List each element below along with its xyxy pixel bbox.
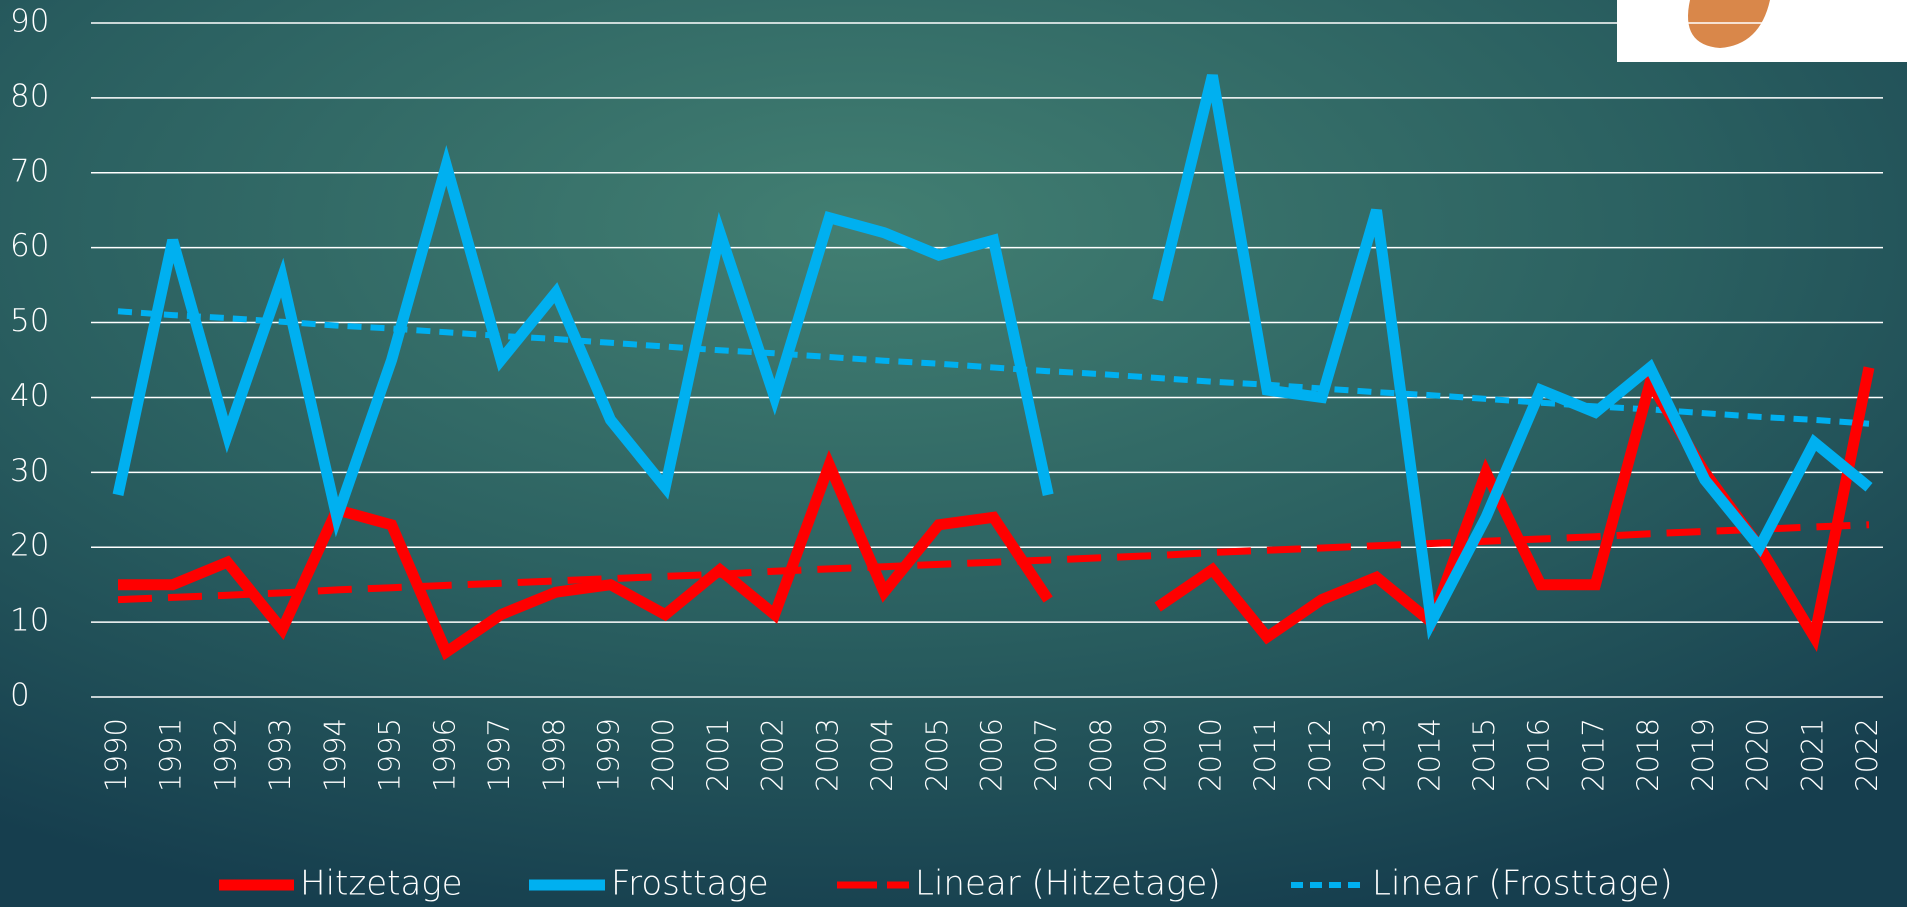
x-tick-label: 1991	[154, 718, 188, 792]
x-tick-label: 2012	[1303, 718, 1337, 792]
y-tick-label: 0	[10, 678, 30, 714]
x-tick-label: 1995	[373, 718, 407, 792]
x-tick-label: 2015	[1467, 718, 1501, 792]
x-tick-label: 1994	[318, 718, 352, 792]
x-tick-label: 2010	[1193, 718, 1227, 792]
legend-label: Frosttage	[611, 864, 769, 904]
x-tick-label: 2009	[1139, 718, 1173, 792]
x-tick-label: 2013	[1358, 718, 1392, 792]
x-tick-label: 2018	[1631, 718, 1665, 792]
x-tick-label: 2014	[1412, 718, 1446, 792]
y-tick-label: 20	[10, 528, 49, 564]
x-tick-label: 2004	[865, 718, 899, 792]
x-tick-label: 2002	[756, 718, 790, 792]
logo-mark	[1688, 0, 1770, 48]
x-tick-label: 2019	[1686, 718, 1720, 792]
x-tick-label: 2003	[810, 718, 844, 792]
x-tick-label: 2008	[1084, 718, 1118, 792]
x-tick-label: 2022	[1850, 718, 1884, 792]
y-tick-label: 40	[10, 378, 49, 414]
y-tick-label: 30	[10, 453, 49, 489]
y-tick-label: 60	[10, 228, 49, 264]
series-line	[117, 521, 1870, 604]
y-tick-label: 80	[10, 78, 49, 114]
x-tick-label: 1997	[482, 718, 516, 792]
x-tick-label: 2021	[1795, 718, 1829, 792]
series-line	[112, 74, 1873, 641]
y-tick-label: 90	[10, 4, 49, 40]
legend-label: Hitzetage	[300, 864, 463, 904]
y-tick-label: 50	[10, 303, 49, 339]
y-tick-label: 70	[10, 153, 49, 189]
x-tick-label: 2000	[646, 718, 680, 792]
x-tick-label: 2016	[1522, 718, 1556, 792]
x-tick-label: 2017	[1576, 718, 1610, 792]
x-tick-label: 2007	[1029, 718, 1063, 792]
x-tick-label: 1990	[99, 718, 133, 792]
x-tick-label: 2020	[1741, 718, 1775, 792]
x-tick-label: 1992	[208, 718, 242, 792]
legend-label: Linear (Frosttage)	[1372, 864, 1673, 904]
legend-label: Linear (Hitzetage)	[915, 864, 1221, 904]
x-tick-label: 2011	[1248, 718, 1282, 792]
x-tick-label: 1999	[591, 718, 625, 792]
x-tick-label: 1998	[537, 718, 571, 792]
x-tick-label: 2005	[920, 718, 954, 792]
x-tick-label: 2006	[975, 718, 1009, 792]
y-tick-label: 10	[10, 603, 49, 639]
x-tick-label: 1993	[263, 718, 297, 792]
x-tick-label: 2001	[701, 718, 735, 792]
x-tick-label: 1996	[427, 718, 461, 792]
